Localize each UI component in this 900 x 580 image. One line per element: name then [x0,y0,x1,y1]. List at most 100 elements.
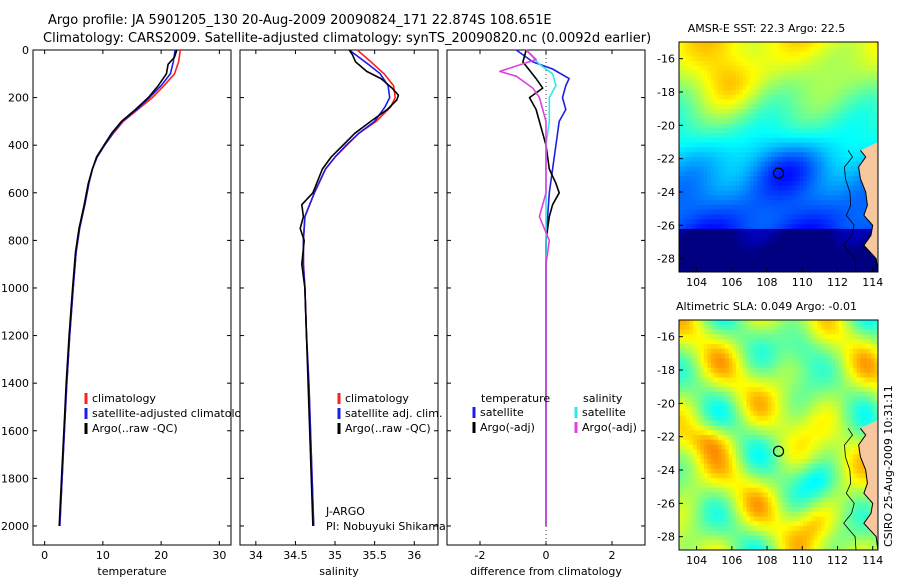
map-cell [799,190,804,196]
map-cell [803,75,808,81]
map-cell [867,85,872,91]
map-cell [679,238,683,244]
map-cell [846,85,850,91]
map-cell [764,367,769,374]
map-cell [803,104,808,110]
map-cell [746,228,751,235]
x-tick-label: 30 [212,549,226,562]
map-cell [842,267,847,273]
map-cell [693,89,698,96]
map-cell [710,209,715,215]
map-cell [771,118,776,124]
map-cell [700,257,705,263]
map-cell [778,224,783,230]
map-cell [718,147,723,153]
map-cell [728,363,733,369]
map-cell [846,343,850,350]
map-cell [753,324,758,330]
map-cell [771,435,776,441]
map-cell [849,324,854,330]
map-cell [682,204,687,211]
map-cell [696,391,701,398]
map-cell [679,320,683,326]
map-cell [774,415,779,422]
map-cell [817,166,822,172]
map-cell [689,61,694,67]
map-cell [789,94,794,100]
map-cell [757,329,762,335]
coastline [858,149,879,273]
map-cell [682,233,687,239]
y-tick-label: 1600 [1,425,29,438]
map-cell [774,109,779,115]
map-cell [814,61,818,67]
map-cell [821,61,826,67]
map-cell [760,482,765,489]
map-cell [728,118,733,124]
map-cell [860,80,865,86]
map-cell [814,396,818,402]
map-cell [735,339,740,345]
map-cell [746,252,751,259]
x-tick-label: 112 [827,276,848,289]
map-cell [700,128,705,134]
map-cell [728,104,733,110]
map-cell [767,320,772,326]
map-cell [725,358,730,364]
map-cell [721,329,726,335]
map-cell [764,243,769,249]
map-cell [838,219,843,225]
map-cell [849,411,854,417]
map-cell [679,391,683,398]
map-cell [828,425,833,431]
map-cell [767,252,772,259]
map-cell [750,353,755,359]
map-cell [785,487,790,493]
map-cell [821,94,826,100]
map-cell [853,382,858,388]
map-cell [714,353,719,359]
map-cell [746,42,751,48]
map-cell [703,425,708,431]
map-cell [760,257,765,263]
map-cell [796,444,801,450]
map-cell [828,46,833,52]
map-cell [710,65,715,72]
map-cell [750,487,755,493]
map-cell [824,463,829,469]
map-cell [849,415,854,422]
map-cell [856,113,861,120]
map-cell [856,133,861,139]
map-cell [725,367,730,374]
map-cell [796,343,801,350]
map-cell [782,133,786,139]
map-cell [742,209,747,215]
map-cell [789,46,794,52]
map-cell [742,128,747,134]
map-cell [853,104,858,110]
map-cell [714,65,719,72]
map-cell [778,128,783,134]
map-cell [860,137,865,144]
map-cell [778,123,783,129]
map-cell [810,85,815,91]
map-cell [710,267,715,273]
map-cell [707,204,712,211]
map-cell [735,104,740,110]
map-cell [799,80,804,86]
map-cell [725,176,730,182]
map-cell [774,243,779,249]
map-cell [771,415,776,422]
map-cell [739,334,744,340]
map-cell [828,89,833,96]
map-cell [757,411,762,417]
map-cell [789,339,794,345]
map-cell [757,430,762,436]
map-cell [750,391,755,398]
map-cell [682,420,687,426]
map-cell [682,99,687,105]
map-cell [806,219,811,225]
map-cell [792,425,797,431]
map-cell [721,372,726,378]
map-cell [870,320,875,326]
